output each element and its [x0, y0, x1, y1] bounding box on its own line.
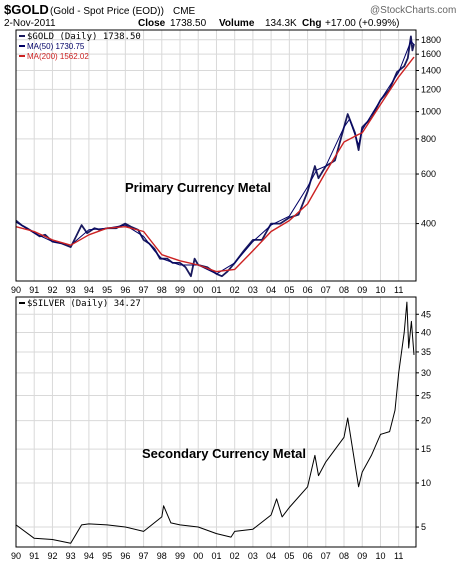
x-tick-label: 97 [139, 285, 149, 295]
y-tick-label: 30 [421, 368, 431, 378]
x-tick-label: 91 [29, 285, 39, 295]
close-value: 1738.50 [170, 18, 207, 29]
x-tick-label: 93 [66, 551, 76, 561]
x-tick-label: 92 [47, 285, 57, 295]
legend-entry: $SILVER (Daily) 34.27 [27, 299, 141, 309]
series-line-ma-50 [15, 40, 415, 275]
x-tick-label: 06 [303, 285, 313, 295]
x-tick-label: 07 [321, 551, 331, 561]
legend-entry: MA(50) 1730.75 [27, 42, 85, 51]
silver-annotation: Secondary Currency Metal [142, 446, 306, 461]
x-tick-label: 07 [321, 285, 331, 295]
x-tick-label: 97 [139, 551, 149, 561]
y-tick-label: 1200 [421, 84, 441, 94]
y-tick-label: 40 [421, 328, 431, 338]
x-tick-label: 01 [211, 285, 221, 295]
x-tick-label: 11 [394, 551, 403, 561]
y-tick-label: 35 [421, 347, 431, 357]
header-symbol: $GOLD [4, 2, 49, 17]
x-tick-label: 04 [266, 551, 276, 561]
legend-entry: $GOLD (Daily) 1738.50 [27, 32, 141, 42]
x-tick-label: 11 [394, 285, 403, 295]
x-tick-label: 98 [157, 551, 167, 561]
silver-grid [15, 297, 416, 547]
x-tick-label: 03 [248, 551, 258, 561]
chg-value: +17.00 (+0.99%) [325, 18, 400, 29]
series-line-silver [15, 301, 415, 544]
volume-label: Volume [219, 18, 255, 29]
series-line-ma-200 [15, 56, 415, 273]
x-tick-label: 95 [102, 285, 112, 295]
x-tick-label: 06 [303, 551, 313, 561]
silver-series [15, 301, 415, 544]
silver-panel: $SILVER (Daily) 34.27 45403530252015105 … [15, 296, 431, 548]
x-tick-label: 10 [375, 285, 385, 295]
x-tick-label: 96 [120, 551, 130, 561]
x-tick-label: 02 [230, 551, 240, 561]
y-tick-label: 5 [421, 522, 426, 532]
x-tick-label: 05 [284, 551, 294, 561]
y-tick-label: 400 [421, 219, 436, 229]
series-line-gold [15, 35, 415, 278]
silver-x-axis: 90 91 92 93 94 95 96 97 98 99 00 01 02 03 04 05 06 07 08 09… [11, 551, 403, 561]
x-tick-label: 00 [193, 551, 203, 561]
x-tick-label: 00 [193, 285, 203, 295]
x-tick-label: 90 [11, 285, 21, 295]
x-tick-label: 90 [11, 551, 21, 561]
x-tick-label: 03 [248, 285, 258, 295]
x-tick-label: 98 [157, 285, 167, 295]
x-tick-label: 93 [66, 285, 76, 295]
gold-x-axis: 90 91 92 93 94 95 96 97 98 99 00 01 02 03 04 05 06 07 08 09… [11, 285, 403, 295]
y-tick-label: 45 [421, 309, 431, 319]
gold-annotation: Primary Currency Metal [125, 180, 271, 195]
y-tick-label: 25 [421, 391, 431, 401]
y-tick-label: 20 [421, 416, 431, 426]
x-tick-label: 94 [84, 551, 94, 561]
silver-legend: $SILVER (Daily) 34.27 [19, 299, 141, 309]
y-tick-label: 800 [421, 134, 436, 144]
y-tick-label: 1400 [421, 65, 441, 75]
x-tick-label: 09 [357, 285, 367, 295]
x-tick-label: 02 [230, 285, 240, 295]
gold-series [15, 35, 415, 278]
y-tick-label: 1600 [421, 49, 441, 59]
y-tick-label: 1800 [421, 35, 441, 45]
silver-panel-frame [15, 296, 417, 548]
y-tick-label: 1000 [421, 107, 441, 117]
x-tick-label: 99 [175, 285, 185, 295]
header-exchange: CME [173, 6, 196, 17]
x-tick-label: 01 [211, 551, 221, 561]
gold-grid [15, 30, 416, 281]
silver-y-axis: 45 40 35 30 25 20 15 10 5 [416, 309, 431, 532]
x-tick-label: 96 [120, 285, 130, 295]
x-tick-label: 95 [102, 551, 112, 561]
chg-label: Chg [302, 18, 321, 29]
legend-entry: MA(200) 1562.02 [27, 52, 89, 61]
x-tick-label: 10 [375, 551, 385, 561]
y-tick-label: 600 [421, 169, 436, 179]
x-tick-label: 91 [29, 551, 39, 561]
header-description: (Gold - Spot Price (EOD)) [50, 6, 164, 17]
y-tick-label: 10 [421, 478, 431, 488]
y-tick-label: 15 [421, 444, 431, 454]
x-tick-label: 08 [339, 285, 349, 295]
x-tick-label: 09 [357, 551, 367, 561]
x-tick-label: 08 [339, 551, 349, 561]
x-tick-label: 05 [284, 285, 294, 295]
volume-value: 134.3K [265, 18, 297, 29]
gold-y-axis: 1800 1600 1400 1200 1000 800 600 400 [416, 35, 441, 229]
header-date: 2-Nov-2011 [4, 18, 56, 29]
x-tick-label: 99 [175, 551, 185, 561]
close-label: Close [138, 18, 166, 29]
x-tick-label: 94 [84, 285, 94, 295]
x-tick-label: 92 [47, 551, 57, 561]
x-tick-label: 04 [266, 285, 276, 295]
gold-panel-frame [15, 29, 417, 282]
stockcharts-brand: @StockCharts.com [370, 5, 456, 16]
